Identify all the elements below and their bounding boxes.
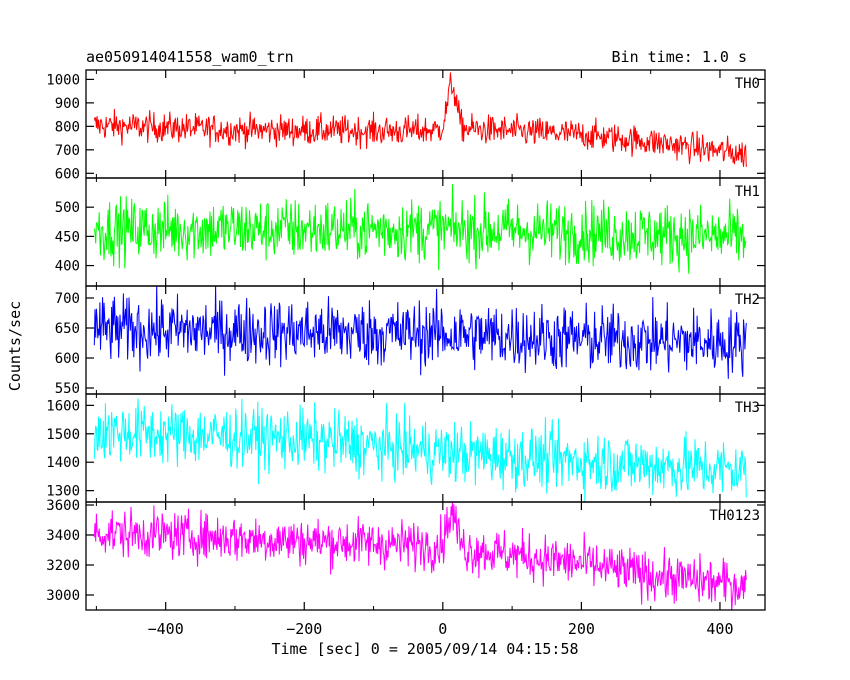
panel-label: TH3 xyxy=(735,400,760,416)
series-th1 xyxy=(93,184,747,274)
panel-th1: 400 450 500 TH1 xyxy=(55,177,766,287)
series-th3 xyxy=(93,398,747,502)
panel-frame xyxy=(85,501,766,611)
x-tick-label: 200 xyxy=(568,620,595,638)
y-tick-label: 700 xyxy=(55,291,80,307)
y-tick-label: 3600 xyxy=(46,498,80,514)
chart-subtitle: Bin time: 1.0 s xyxy=(612,48,747,66)
panel-label: TH1 xyxy=(735,184,760,200)
y-tick-label: 600 xyxy=(55,166,80,182)
panel-th0123: 3000 3200 3400 3600 TH0123 xyxy=(46,498,766,611)
y-tick-label: 600 xyxy=(55,351,80,367)
panel-th3: 1300 1400 1500 1600 TH3 xyxy=(46,393,766,503)
panel-label: TH0123 xyxy=(709,508,760,524)
series-th0123 xyxy=(93,502,747,610)
y-tick-label: 800 xyxy=(55,119,80,135)
y-tick-label: 400 xyxy=(55,259,80,275)
chart-title: ae050914041558_wam0_trn xyxy=(86,48,294,66)
x-tick-label: 400 xyxy=(706,620,733,638)
y-axis-label: Counts/sec xyxy=(6,301,24,391)
series-th0 xyxy=(93,72,747,167)
y-tick-label: 3000 xyxy=(46,588,80,604)
y-tick-label: 650 xyxy=(55,321,80,337)
y-tick-label: 1000 xyxy=(46,72,80,88)
x-tick-label: −400 xyxy=(148,620,184,638)
y-tick-label: 700 xyxy=(55,143,80,159)
x-tick-label: −200 xyxy=(286,620,322,638)
y-tick-label: 500 xyxy=(55,200,80,216)
y-tick-label: 3200 xyxy=(46,558,80,574)
series-th2 xyxy=(93,286,747,379)
panel-label: TH0 xyxy=(735,76,760,92)
y-tick-label: 450 xyxy=(55,229,80,245)
panel-th2: 550 600 650 700 TH2 xyxy=(55,285,766,397)
panel-th0: 600 700 800 900 1000 TH0 xyxy=(46,69,766,182)
y-tick-label: 1400 xyxy=(46,455,80,471)
panel-label: TH2 xyxy=(735,292,760,308)
y-tick-label: 1300 xyxy=(46,484,80,500)
x-axis-label: Time [sec] 0 = 2005/09/14 04:15:58 xyxy=(271,640,578,658)
y-tick-label: 900 xyxy=(55,96,80,112)
y-tick-label: 3400 xyxy=(46,528,80,544)
y-tick-label: 550 xyxy=(55,381,80,397)
x-tick-label: 0 xyxy=(438,620,447,638)
y-tick-label: 1500 xyxy=(46,427,80,443)
y-tick-label: 1600 xyxy=(46,398,80,414)
